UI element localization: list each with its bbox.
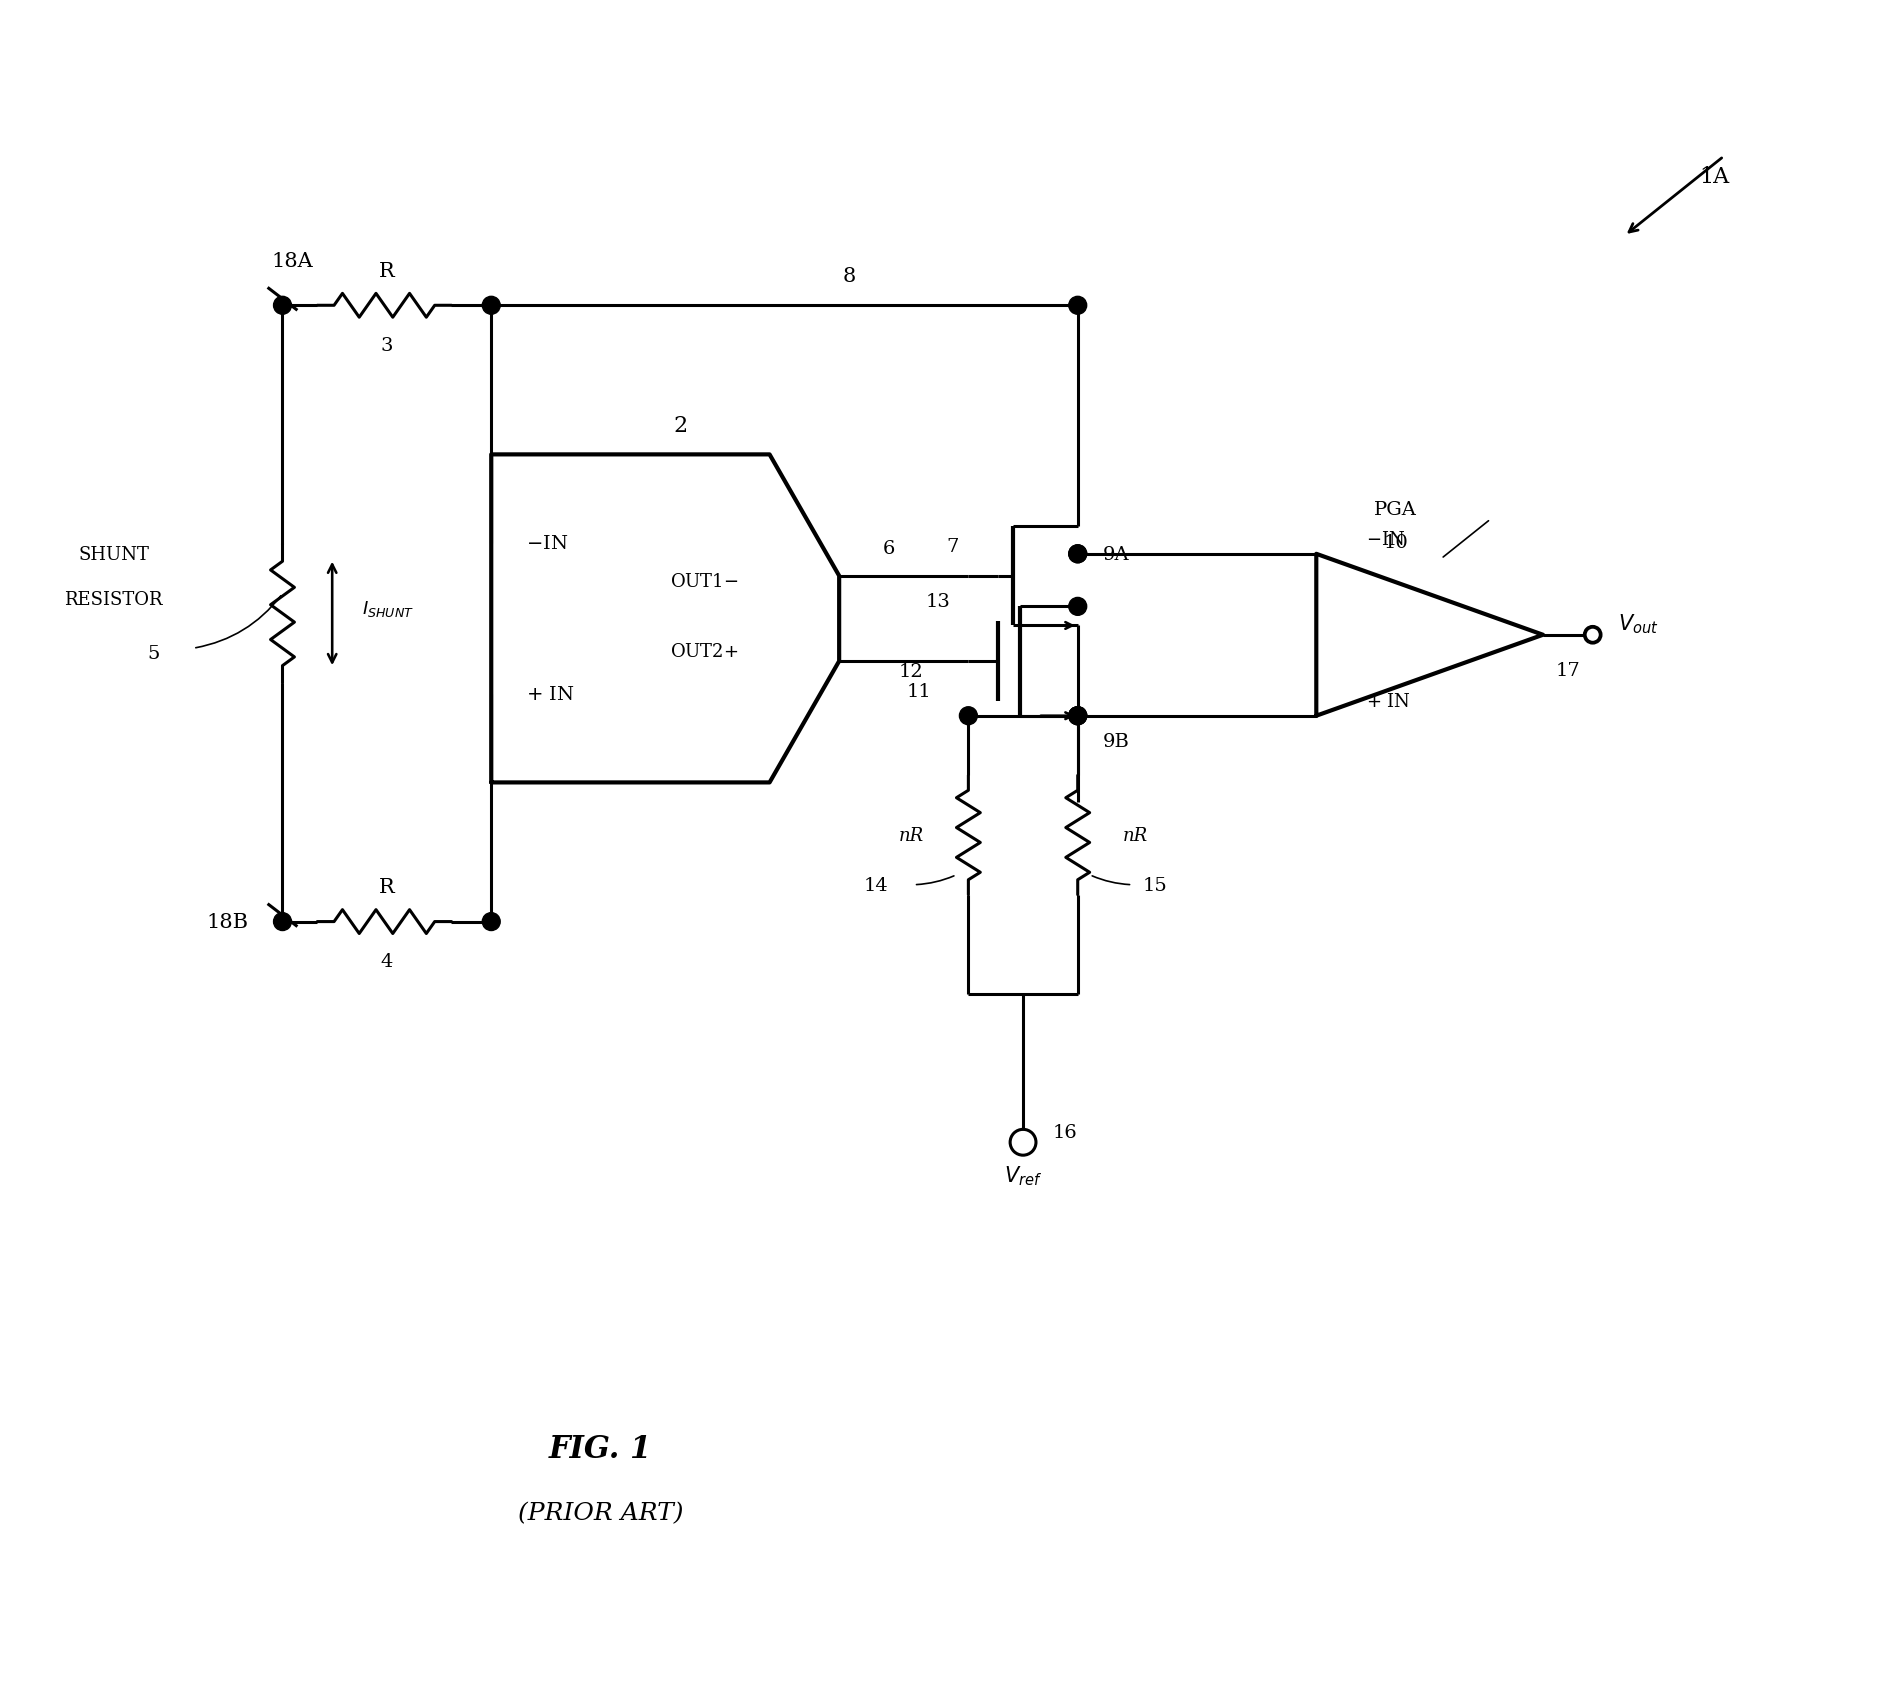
Text: R: R (379, 878, 395, 897)
Circle shape (273, 914, 292, 931)
Circle shape (1068, 297, 1087, 315)
Text: 15: 15 (1142, 876, 1167, 893)
Circle shape (1068, 708, 1087, 725)
Text: 14: 14 (865, 876, 890, 893)
Text: RESISTOR: RESISTOR (64, 590, 163, 609)
Text: $-$IN: $-$IN (525, 535, 569, 552)
Text: 17: 17 (1556, 662, 1580, 679)
Text: $-$IN: $-$IN (1366, 530, 1406, 549)
Text: $+$ IN: $+$ IN (525, 685, 575, 704)
Text: (PRIOR ART): (PRIOR ART) (518, 1502, 683, 1524)
Text: 6: 6 (882, 539, 895, 558)
Text: nR: nR (899, 827, 924, 844)
Text: SHUNT: SHUNT (78, 546, 150, 563)
Circle shape (482, 297, 501, 315)
Text: 13: 13 (926, 593, 950, 610)
Text: nR: nR (1123, 827, 1148, 844)
Text: 4: 4 (381, 953, 393, 970)
Text: 10: 10 (1383, 534, 1408, 551)
Text: $V_{out}$: $V_{out}$ (1618, 612, 1658, 636)
Text: 16: 16 (1053, 1124, 1077, 1142)
Circle shape (1068, 598, 1087, 616)
Text: 9A: 9A (1102, 546, 1129, 563)
Text: 9B: 9B (1102, 731, 1129, 750)
Text: 12: 12 (899, 663, 924, 680)
Text: $V_{ref}$: $V_{ref}$ (1004, 1163, 1041, 1187)
Text: 18B: 18B (207, 912, 249, 931)
Circle shape (273, 297, 292, 315)
Text: R: R (379, 263, 395, 281)
Text: $I_{SHUNT}$: $I_{SHUNT}$ (362, 598, 414, 619)
Circle shape (1068, 708, 1087, 725)
Circle shape (482, 914, 501, 931)
Circle shape (1068, 708, 1087, 725)
Text: PGA: PGA (1373, 501, 1417, 518)
Text: OUT2$+$: OUT2$+$ (670, 643, 738, 662)
Circle shape (1068, 546, 1087, 563)
Text: 2: 2 (673, 414, 687, 436)
Text: 1A: 1A (1700, 165, 1728, 188)
Text: 7: 7 (947, 537, 958, 556)
Text: 18A: 18A (271, 252, 313, 271)
Text: $+$ IN: $+$ IN (1366, 692, 1411, 711)
Text: FIG. 1: FIG. 1 (548, 1434, 653, 1465)
Text: 3: 3 (381, 338, 393, 355)
Circle shape (960, 708, 977, 725)
Text: 11: 11 (907, 682, 931, 701)
Text: OUT1$-$: OUT1$-$ (670, 573, 738, 590)
Text: 5: 5 (148, 644, 159, 663)
Text: 8: 8 (842, 266, 856, 286)
Circle shape (1068, 546, 1087, 563)
